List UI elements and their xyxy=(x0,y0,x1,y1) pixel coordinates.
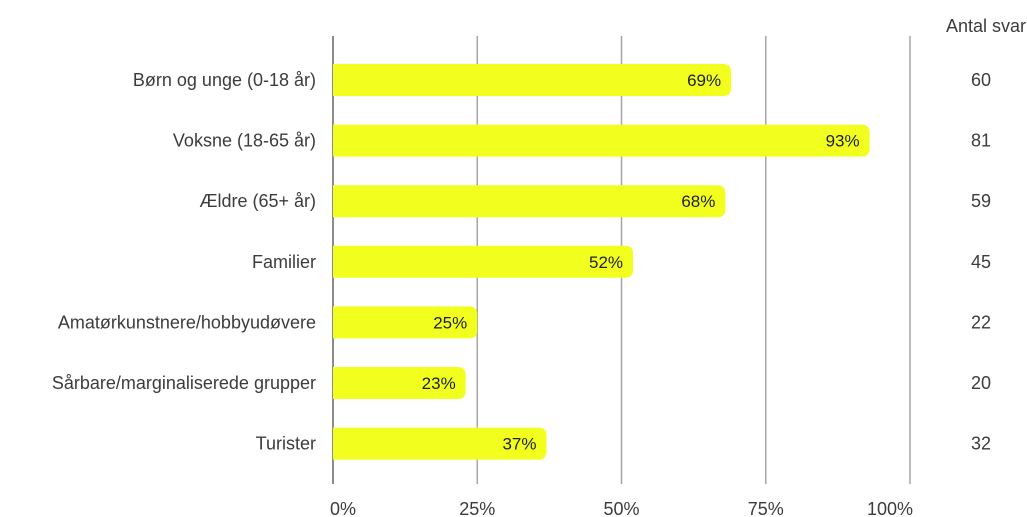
bar xyxy=(333,427,547,460)
response-count: 32 xyxy=(971,434,991,454)
bar xyxy=(333,64,732,96)
bar xyxy=(333,367,466,399)
bar-value-label: 93% xyxy=(826,132,860,151)
x-tick-label: 25% xyxy=(459,499,495,517)
response-count: 60 xyxy=(971,70,991,90)
response-count: 45 xyxy=(971,252,991,272)
bar-value-label: 25% xyxy=(433,313,467,332)
category-label: Familier xyxy=(252,252,316,272)
bar-value-label: 68% xyxy=(681,192,715,211)
x-tick-label: 75% xyxy=(748,499,784,517)
bar xyxy=(333,124,870,157)
category-label: Sårbare/marginaliserede grupper xyxy=(52,373,316,393)
x-tick-label: 50% xyxy=(603,499,639,517)
response-count: 20 xyxy=(971,373,991,393)
bar-value-label: 37% xyxy=(502,435,536,454)
category-label: Turister xyxy=(256,434,316,454)
response-count: 81 xyxy=(971,131,991,151)
category-label: Voksne (18-65 år) xyxy=(173,131,316,151)
bars xyxy=(333,64,870,460)
bar xyxy=(333,185,726,218)
bar-value-label: 23% xyxy=(422,374,456,393)
bar-value-label: 52% xyxy=(589,253,623,272)
x-tick-label: 100% xyxy=(867,499,913,517)
category-label: Børn og unge (0-18 år) xyxy=(133,70,316,90)
count-column-header: Antal svar xyxy=(946,16,1026,36)
category-label: Amatørkunstnere/hobbyudøvere xyxy=(58,312,316,332)
bar xyxy=(333,245,634,278)
response-count: 59 xyxy=(971,191,991,211)
labels: 0% 25% 50% 75% 100% 69% Børn og unge (0-18 år)… xyxy=(52,70,991,517)
bar-value-label: 69% xyxy=(687,71,721,90)
bar xyxy=(333,306,478,339)
response-count: 22 xyxy=(971,312,991,332)
category-label: Ældre (65+ år) xyxy=(199,191,316,211)
x-tick-label: 0% xyxy=(330,499,356,517)
